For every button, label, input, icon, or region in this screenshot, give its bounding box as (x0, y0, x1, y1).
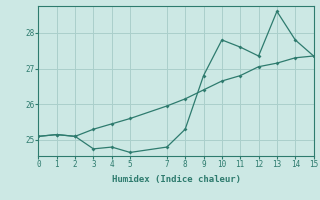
X-axis label: Humidex (Indice chaleur): Humidex (Indice chaleur) (111, 175, 241, 184)
